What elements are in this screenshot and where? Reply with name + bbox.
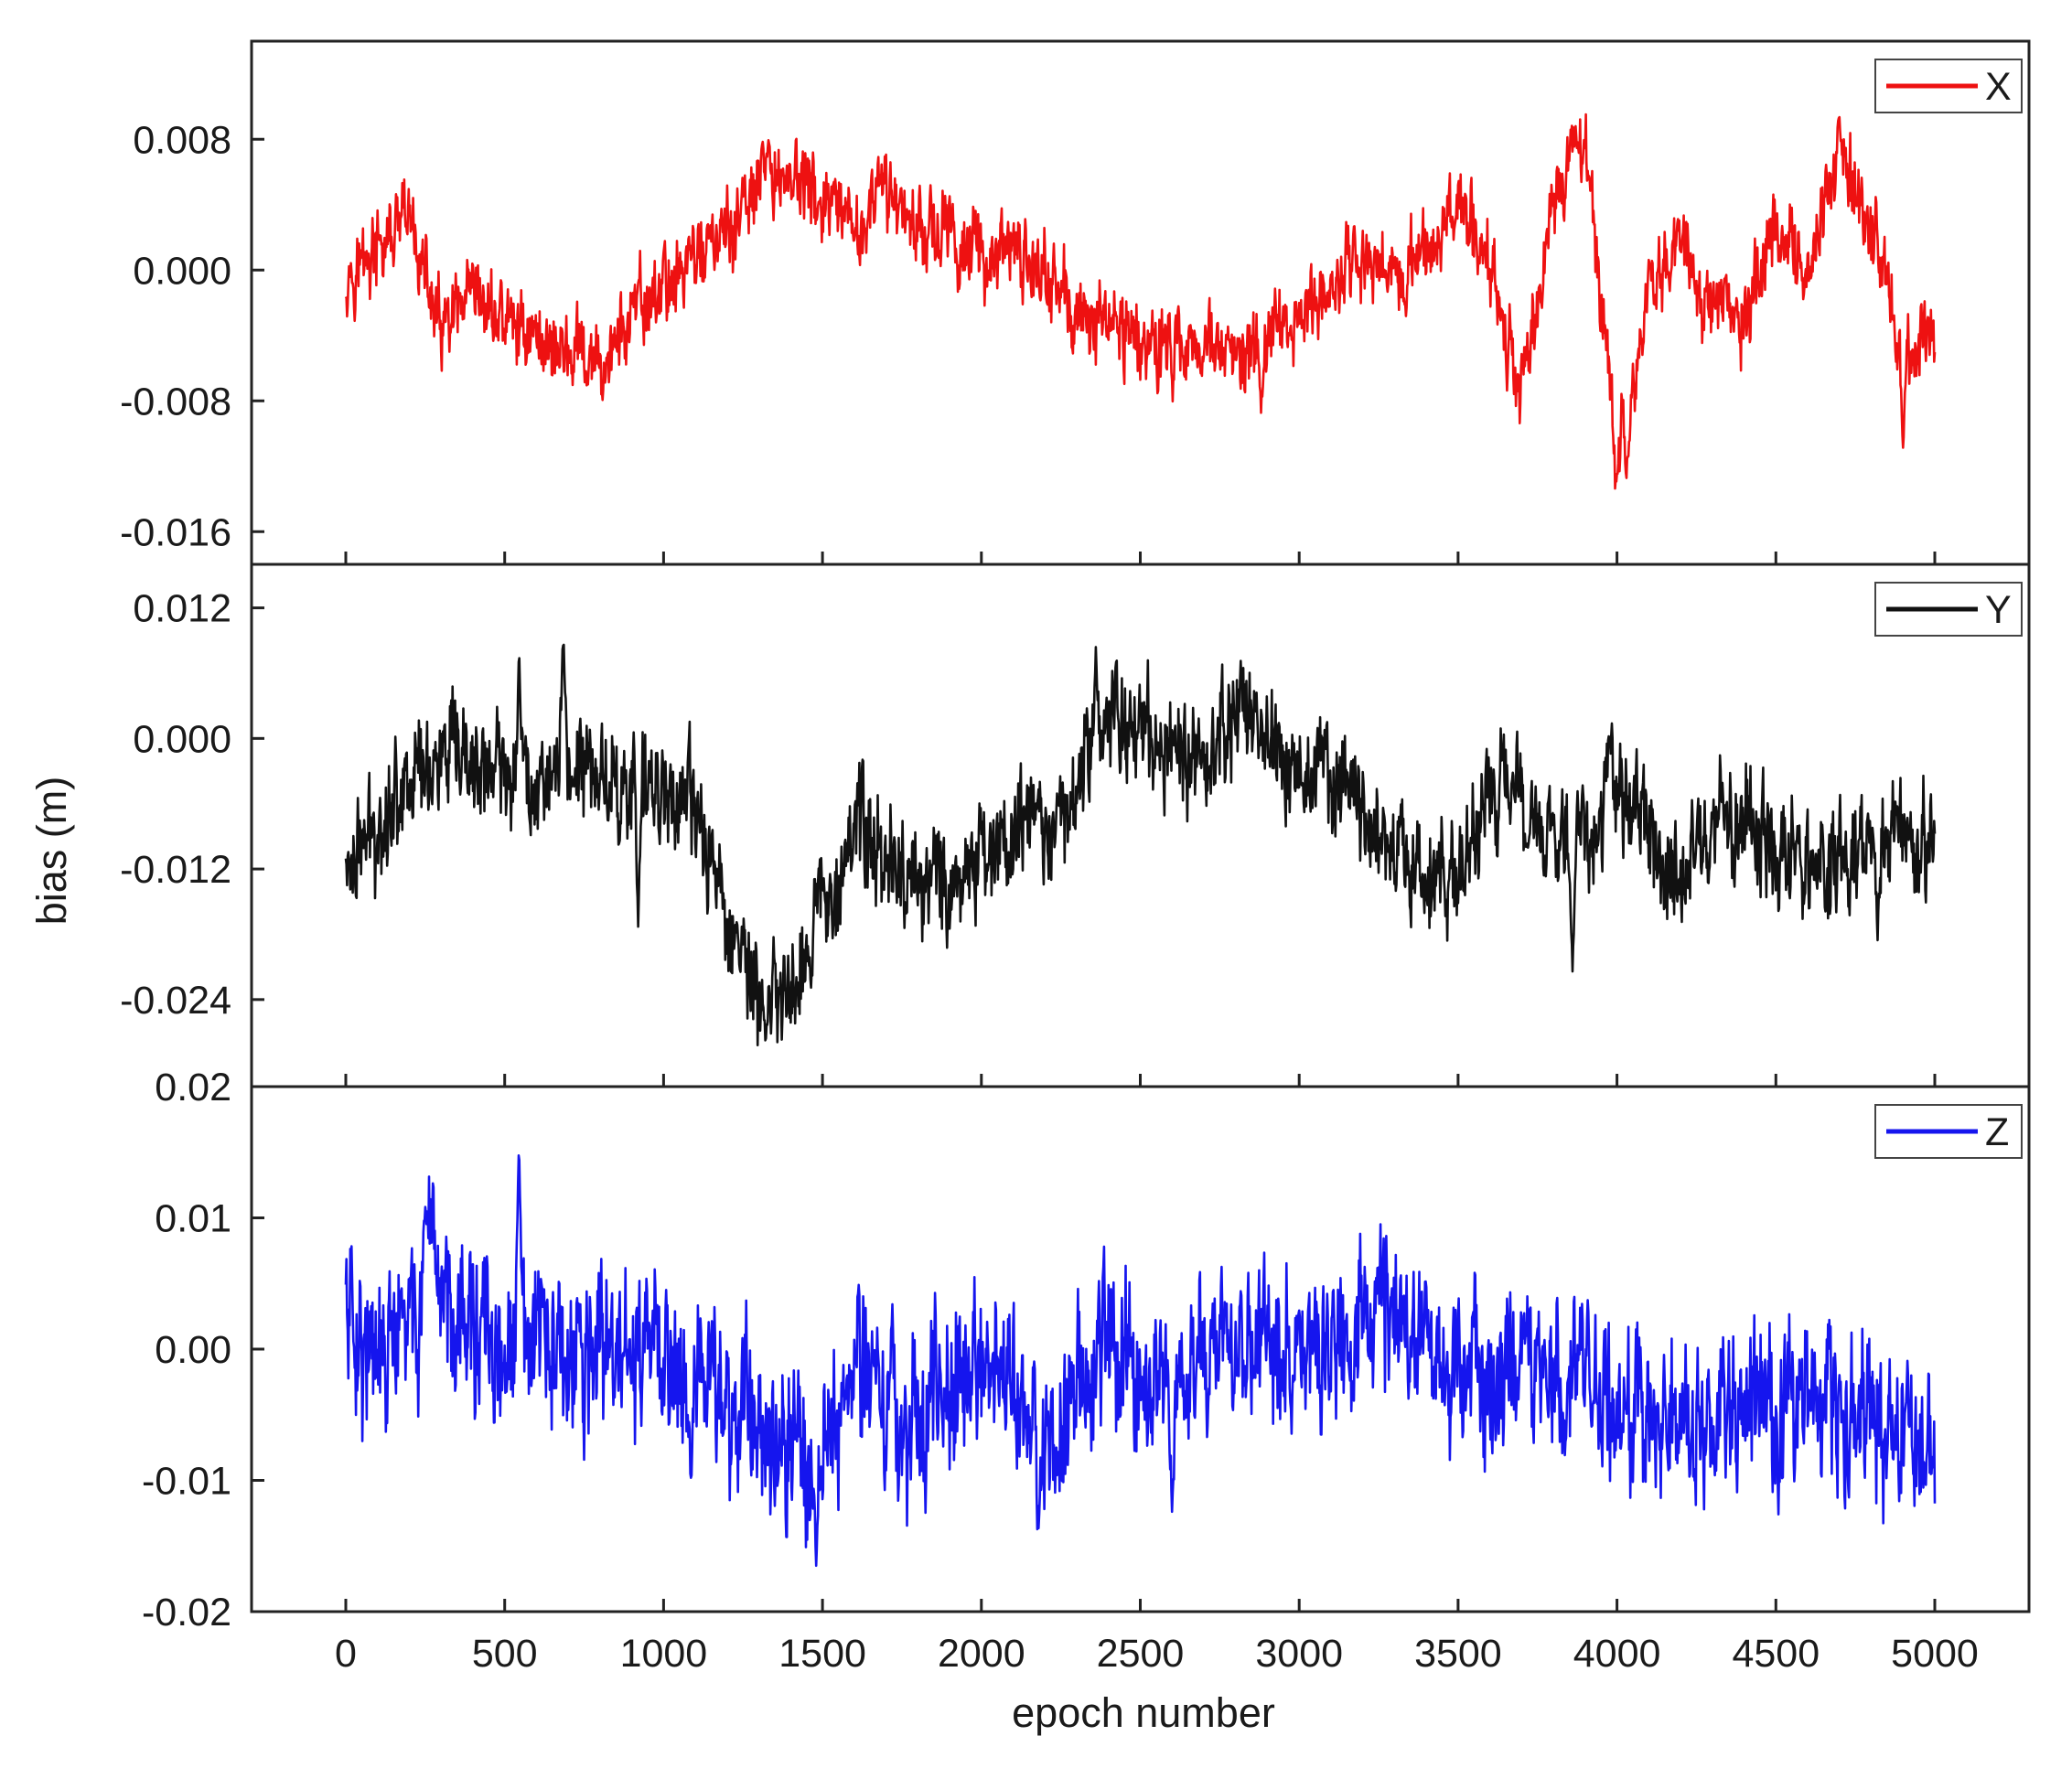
legend-label: Y <box>1985 588 2012 632</box>
legend-x: X <box>1874 59 2023 113</box>
y-tick-label: 0.012 <box>133 587 231 631</box>
legend-label: Z <box>1985 1110 2009 1154</box>
x-tick-label: 1500 <box>778 1632 866 1676</box>
x-tick-label: 2500 <box>1097 1632 1185 1676</box>
y-tick-label: 0.01 <box>155 1197 231 1241</box>
panel-x: 0.008 0.000 -0.008 -0.016 X <box>120 39 2031 566</box>
y-tick-label: 0.000 <box>133 717 231 761</box>
x-tick-label: 500 <box>472 1632 538 1676</box>
series-line-y <box>344 643 1937 1046</box>
x-tick-label: 4500 <box>1732 1632 1820 1676</box>
y-tick-label: 0.02 <box>155 1066 231 1109</box>
y-tick-label: -0.016 <box>120 510 231 554</box>
panel-y: 0.012 0.000 -0.012 -0.024 Y <box>120 563 2031 1088</box>
panel-z: 0.02 0.01 0.00 -0.01 -0.02 Z <box>142 1066 2031 1634</box>
series-line-z <box>344 1154 1937 1568</box>
y-tick-label: -0.008 <box>120 380 231 423</box>
legend-y: Y <box>1874 582 2023 637</box>
y-axis-label: bias (m) <box>28 777 75 926</box>
chart-panels: 0.008 0.000 -0.008 -0.016 X 0.012 0.000 -0.012 -… <box>120 39 2031 1634</box>
y-tick-label: -0.012 <box>120 848 231 892</box>
x-axis-label: epoch number <box>1012 1689 1275 1736</box>
y-tick-label: 0.00 <box>155 1328 231 1372</box>
x-tick-label: 0 <box>335 1632 357 1676</box>
x-tick-label: 5000 <box>1891 1632 1979 1676</box>
y-tick-label: -0.02 <box>142 1591 231 1634</box>
x-tick-label: 2000 <box>938 1632 1025 1676</box>
x-tick-label: 3500 <box>1414 1632 1502 1676</box>
y-tick-label: 0.008 <box>133 118 231 162</box>
legend-z: Z <box>1874 1104 2023 1159</box>
y-tick-label: 0.000 <box>133 249 231 293</box>
x-tick-label: 4000 <box>1573 1632 1661 1676</box>
x-tick-label: 1000 <box>620 1632 708 1676</box>
x-axis: 0 500 1000 1500 2000 2500 3000 3500 4000 4500 5000 <box>335 1632 1979 1676</box>
x-tick-label: 3000 <box>1255 1632 1343 1676</box>
y-tick-label: -0.024 <box>120 979 231 1023</box>
y-tick-label: -0.01 <box>142 1460 231 1504</box>
series-line-x <box>344 113 1937 490</box>
legend-label: X <box>1985 65 2012 109</box>
panel-frame <box>250 39 2031 566</box>
